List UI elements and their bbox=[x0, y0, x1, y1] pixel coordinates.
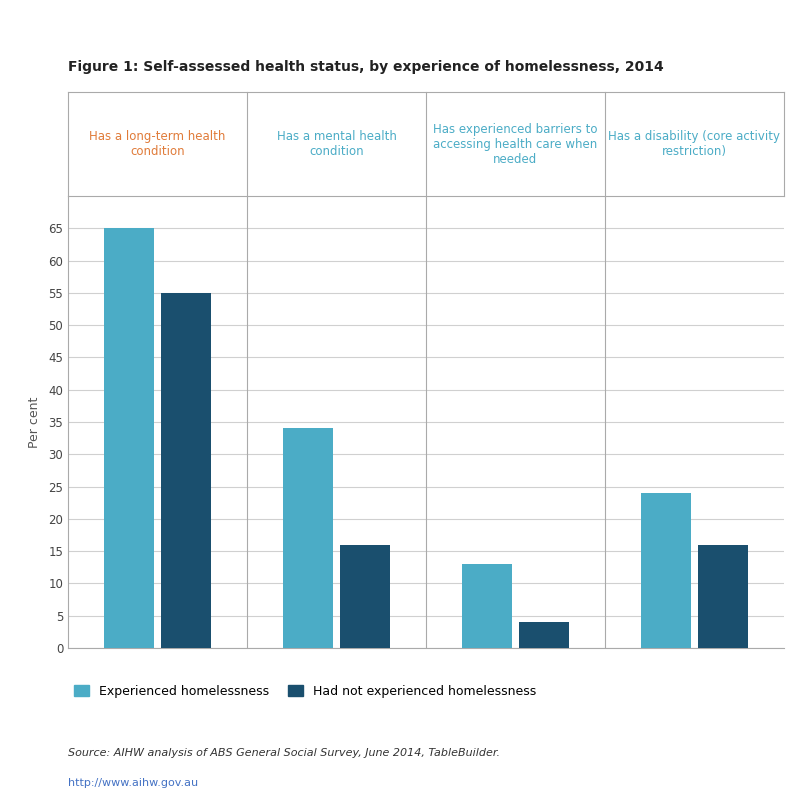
Text: Has a disability (core activity
restriction): Has a disability (core activity restrict… bbox=[609, 130, 781, 158]
Text: Figure 1: Self-assessed health status, by experience of homelessness, 2014: Figure 1: Self-assessed health status, b… bbox=[68, 61, 664, 74]
Text: Has a mental health
condition: Has a mental health condition bbox=[277, 130, 397, 158]
Bar bbox=[519, 622, 569, 648]
Text: Has experienced barriers to
accessing health care when
needed: Has experienced barriers to accessing he… bbox=[434, 122, 598, 166]
Bar bbox=[161, 293, 211, 648]
Bar bbox=[282, 429, 333, 648]
Text: Has a long-term health
condition: Has a long-term health condition bbox=[90, 130, 226, 158]
Bar bbox=[340, 545, 390, 648]
Bar bbox=[641, 493, 691, 648]
Y-axis label: Per cent: Per cent bbox=[28, 396, 42, 448]
Text: http://www.aihw.gov.au: http://www.aihw.gov.au bbox=[68, 778, 198, 789]
Text: Source: AIHW analysis of ABS General Social Survey, June 2014, TableBuilder.: Source: AIHW analysis of ABS General Soc… bbox=[68, 748, 500, 758]
Bar bbox=[104, 228, 154, 648]
Bar bbox=[462, 564, 512, 648]
Bar bbox=[698, 545, 748, 648]
Legend: Experienced homelessness, Had not experienced homelessness: Experienced homelessness, Had not experi… bbox=[74, 685, 536, 698]
